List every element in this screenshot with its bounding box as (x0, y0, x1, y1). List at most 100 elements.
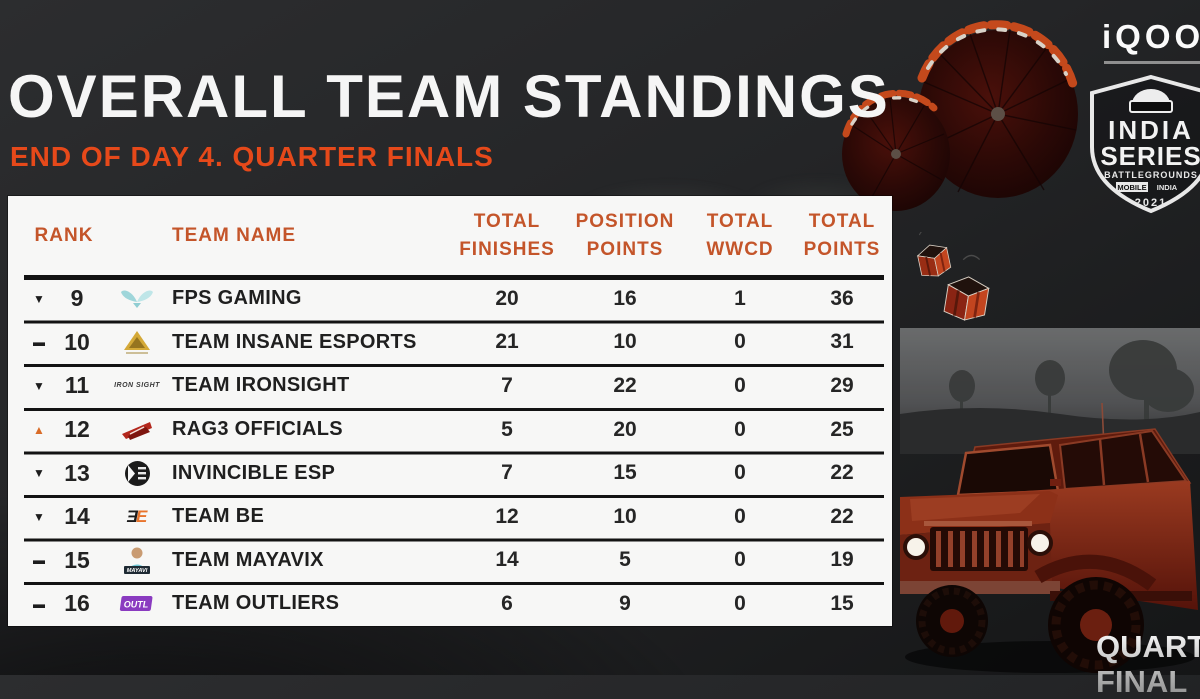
column-header-position-points: POSITION POINTS (575, 210, 675, 261)
team-logo-be: ƎE (102, 495, 172, 539)
team-logo-outliers: OUTL (102, 582, 172, 626)
position-points-value: 22 (613, 373, 637, 397)
position-points-value: 20 (613, 417, 637, 441)
sponsor-logo-underline (1104, 61, 1200, 64)
table-row: ▼ 11 IRON SIGHT TEAM IRONSIGHT 7 22 0 29 (8, 364, 892, 408)
rank-trend-icon: ▼ (33, 378, 45, 393)
team-logo-fps-gaming (102, 277, 172, 321)
rank-trend-icon: ▼ (33, 466, 45, 481)
rank-value: 11 (64, 372, 90, 399)
rank-value: 16 (64, 590, 90, 617)
event-logo-line2: SERIES (1100, 141, 1200, 171)
event-logo-year: 2021 (1135, 197, 1167, 209)
event-logo-line3: BATTLEGROUNDS (1104, 170, 1198, 180)
svg-text:OUTL: OUTL (124, 599, 149, 609)
team-name: TEAM OUTLIERS (172, 592, 340, 615)
stage-line1: QUARTER (1096, 629, 1200, 664)
team-name: RAG3 OFFICIALS (172, 418, 343, 441)
table-row: ▬ 15 MAYAVI TEAM MAYAVIX 14 5 0 19 (8, 539, 892, 583)
sponsor-logo-iqoo: iQOO (1102, 18, 1200, 55)
red-emblem-icon (122, 421, 152, 440)
rank-value: 12 (64, 416, 90, 443)
column-header-total-wwcd: TOTAL WWCD (706, 210, 774, 261)
team-name: TEAM IRONSIGHT (172, 374, 350, 397)
parachute-icon-large (917, 20, 1079, 198)
table-row: ▬ 16 OUTL TEAM OUTLIERS 6 9 0 15 (8, 582, 892, 626)
rank-trend-icon: ▼ (33, 291, 45, 306)
team-logo-rag3 (102, 408, 172, 452)
position-points-value: 10 (613, 330, 637, 354)
total-wwcd-value: 0 (734, 330, 746, 354)
avatar-badge-icon: MAYAVI (124, 547, 150, 574)
total-wwcd-value: 0 (734, 504, 746, 528)
total-wwcd-value: 0 (734, 591, 746, 615)
team-name: INVINCIBLE ESP (172, 461, 336, 484)
team-name: TEAM INSANE ESPORTS (172, 330, 417, 353)
total-finishes-value: 7 (501, 461, 513, 485)
event-logo-region: INDIA (1157, 183, 1178, 192)
event-logo-india-series: INDIA SERIES BATTLEGROUNDS MOBILE INDIA … (1090, 74, 1200, 214)
total-wwcd-value: 1 (734, 286, 746, 310)
total-wwcd-value: 0 (734, 417, 746, 441)
table-header-row: RANK TEAM NAME TOTAL FINISHES POSITION POI… (8, 196, 892, 276)
svg-text:MAYAVI: MAYAVI (127, 568, 148, 574)
team-logo-ironsight: IRON SIGHT (102, 364, 172, 408)
total-points-value: 29 (830, 373, 854, 397)
total-finishes-value: 21 (495, 330, 519, 354)
column-header-team-name: TEAM NAME (172, 224, 297, 246)
landscape-background (900, 328, 1200, 454)
event-logo-line1: INDIA (1108, 115, 1194, 145)
total-points-value: 22 (830, 461, 854, 485)
position-points-value: 9 (619, 591, 631, 615)
purple-wordmark-icon: OUTL (119, 595, 153, 611)
table-row: ▼ 14 ƎE TEAM BE 12 10 0 22 (8, 495, 892, 539)
team-name: FPS GAMING (172, 287, 302, 310)
position-points-value: 10 (613, 504, 637, 528)
team-logo-mayavix: MAYAVI (102, 539, 172, 583)
total-wwcd-value: 0 (734, 461, 746, 485)
total-points-value: 19 (830, 548, 854, 572)
total-points-value: 36 (830, 286, 854, 310)
total-points-value: 25 (830, 417, 854, 441)
total-points-value: 31 (830, 330, 854, 354)
rank-value: 10 (64, 328, 90, 355)
broadcast-screen: { "header": { "title": "OVERALL TEAM STA… (0, 0, 1200, 675)
total-points-value: 22 (830, 504, 854, 528)
gold-triangle-icon (124, 330, 150, 354)
rank-trend-icon: ▬ (33, 553, 45, 568)
black-circle-emblem-icon (124, 460, 150, 486)
rank-trend-icon: ▼ (33, 509, 45, 524)
ironsight-wordmark: IRON SIGHT (114, 382, 160, 390)
page-subtitle: END OF DAY 4. QUARTER FINALS (10, 141, 494, 172)
team-logo-team-insane (102, 321, 172, 365)
table-row: ▼ 9 FPS GAMING 20 16 1 36 (8, 277, 892, 321)
rank-trend-icon: ▬ (33, 335, 45, 350)
total-points-value: 15 (830, 591, 854, 615)
team-logo-invincible (102, 451, 172, 495)
column-header-rank: RANK (34, 224, 94, 246)
rank-value: 14 (64, 503, 90, 530)
table-body: ▼ 9 FPS GAMING 20 16 1 36 ▬ 10 (8, 277, 892, 626)
rank-value: 15 (64, 546, 90, 573)
page-title: OVERALL TEAM STANDINGS (8, 63, 890, 130)
column-header-total-points: TOTAL POINTS (803, 210, 881, 261)
total-finishes-value: 14 (495, 548, 519, 572)
position-points-value: 5 (619, 548, 631, 572)
table-row: ▬ 10 TEAM INSANE ESPORTS 21 10 0 31 (8, 321, 892, 365)
airdrop-crates-graphic (916, 232, 990, 321)
airdrop-crate-icon (916, 232, 952, 277)
standings-table: RANK TEAM NAME TOTAL FINISHES POSITION POI… (8, 196, 892, 626)
team-name: TEAM MAYAVIX (172, 548, 324, 571)
rank-trend-icon: ▲ (33, 422, 45, 437)
event-logo-mobile-badge: MOBILE (1117, 183, 1146, 192)
rank-value: 9 (70, 285, 84, 312)
column-header-total-finishes: TOTAL FINISHES (459, 210, 555, 261)
stage-line2: FINAL (1096, 664, 1188, 699)
total-finishes-value: 12 (495, 504, 519, 528)
total-finishes-value: 5 (501, 417, 513, 441)
total-finishes-value: 7 (501, 373, 513, 397)
be-wordmark: ƎE (126, 507, 148, 527)
total-finishes-value: 6 (501, 591, 513, 615)
total-finishes-value: 20 (495, 286, 519, 310)
